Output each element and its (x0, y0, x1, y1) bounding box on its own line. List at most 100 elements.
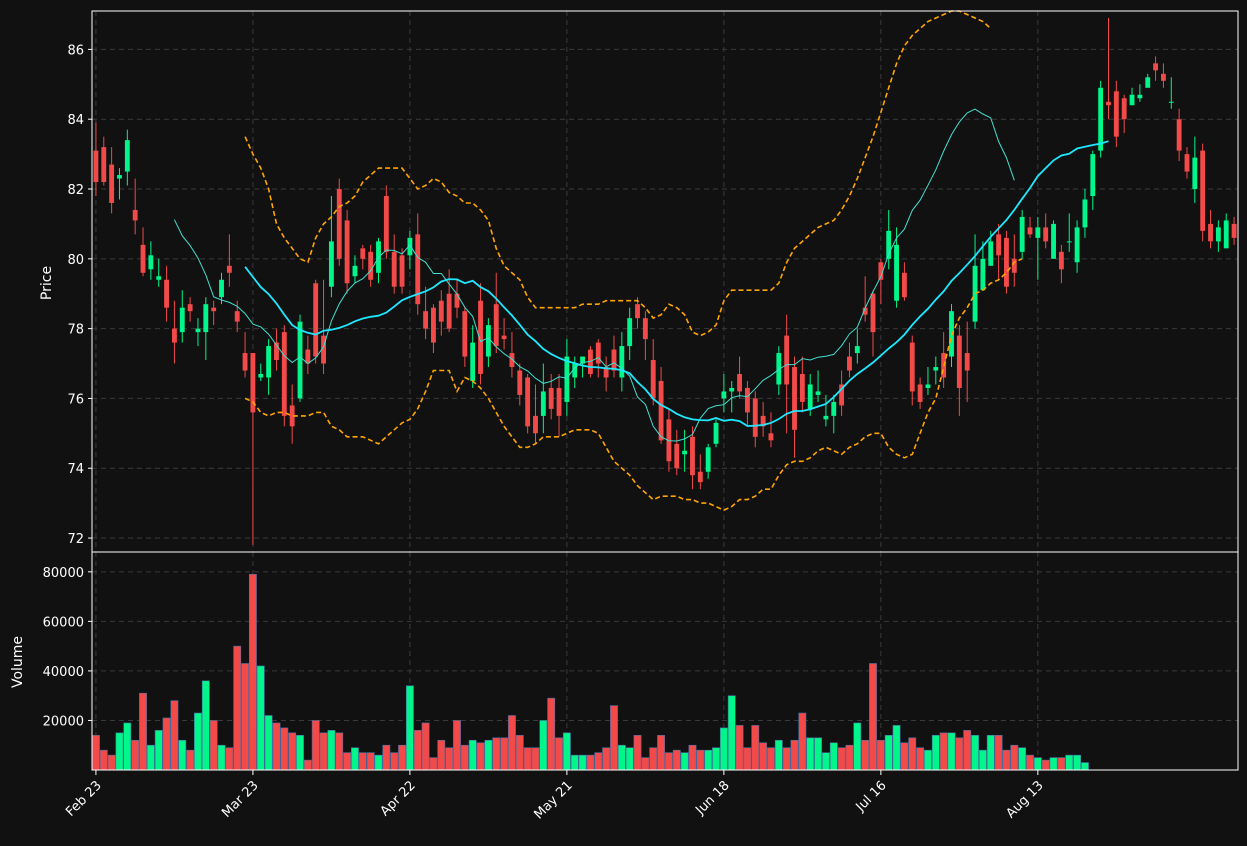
candle-body (996, 234, 1002, 256)
volume-bar (743, 747, 752, 771)
candle-body (760, 415, 766, 427)
volume-bar (217, 744, 226, 771)
volume-bar (382, 744, 391, 771)
candle-body (391, 251, 397, 287)
bollinger-lower-line (244, 258, 1023, 511)
candle-body (815, 391, 821, 395)
volume-bar (814, 737, 822, 771)
volume-bar (170, 700, 179, 771)
candle-body (352, 265, 358, 277)
volume-bar (712, 747, 720, 771)
x-tick-label: May 21 (531, 778, 575, 822)
candle-body (595, 342, 601, 364)
volume-bar (178, 739, 187, 771)
volume-bar (492, 737, 501, 771)
price-tick-label: 74 (67, 462, 84, 477)
volume-bar (892, 725, 901, 771)
candle-body (540, 391, 546, 416)
candle-body (784, 335, 790, 385)
volume-bar (421, 722, 430, 771)
candle-body (658, 380, 664, 441)
volume-bar (335, 732, 344, 771)
price-axis-label: Price (39, 266, 55, 300)
volume-bar (343, 752, 352, 771)
x-tick-label: Feb 23 (63, 778, 105, 820)
candle-body (124, 140, 130, 172)
volume-bar (994, 735, 1003, 771)
candle-body (250, 353, 256, 413)
candle-body (431, 307, 436, 343)
volume-bar (1049, 757, 1058, 771)
candle-body (909, 342, 915, 392)
candle-body (305, 349, 311, 364)
candle-body (485, 325, 491, 357)
candle-body (603, 367, 609, 378)
volume-bar (1041, 759, 1050, 771)
candle-body (242, 353, 248, 371)
volume-bar (249, 573, 257, 771)
price-tick-label: 82 (67, 183, 84, 198)
candle-body (823, 415, 829, 420)
candle-body (1113, 91, 1119, 137)
candle-body (611, 349, 617, 371)
volume-bar (665, 752, 673, 771)
volume-bar (366, 752, 375, 771)
volume-bar (531, 747, 540, 771)
volume-bar (719, 727, 728, 771)
volume-bar (225, 747, 234, 771)
candle-body (1004, 237, 1009, 287)
volume-bar (790, 739, 799, 771)
candle-body (462, 311, 468, 357)
price-tick-label: 76 (67, 392, 84, 407)
price-tick-label: 80 (67, 253, 84, 268)
volume-bar (602, 747, 611, 771)
candle-body (360, 248, 366, 259)
candle-body (635, 304, 640, 319)
price-grid (92, 11, 1238, 552)
candle-body (533, 415, 538, 434)
candle-body (894, 244, 899, 301)
candle-body (525, 377, 531, 427)
candle-body (1090, 154, 1096, 196)
volume-bar (837, 747, 846, 771)
candle-body (1011, 258, 1017, 273)
candle-body (470, 342, 476, 381)
volume-bar (1081, 762, 1089, 771)
candle-body (847, 356, 852, 371)
candle-body (1208, 223, 1213, 242)
candle-body (697, 471, 703, 483)
volume-bar (154, 730, 163, 771)
candle-body (925, 384, 931, 388)
volume-bar (539, 720, 548, 771)
candle-body (1043, 227, 1049, 242)
candle-body (1160, 73, 1166, 81)
volume-bar (413, 730, 422, 771)
candle-body (1066, 241, 1072, 243)
volume-bar (798, 712, 807, 771)
candle-body (752, 398, 758, 437)
volume-bar (986, 735, 995, 771)
candle-body (870, 293, 876, 333)
volume-tick-label: 40000 (43, 665, 84, 680)
candle-body (297, 321, 303, 399)
volume-bar (884, 735, 893, 771)
x-tick-label: Mar 23 (219, 778, 262, 821)
candle-body (548, 387, 554, 409)
volume-bar (296, 735, 304, 771)
candle-body (807, 384, 813, 409)
volume-bar (131, 739, 140, 771)
candle-body (407, 237, 413, 256)
candle-body (493, 304, 499, 347)
volume-bar (1026, 754, 1034, 771)
volume-bar (209, 720, 218, 771)
candle-body (839, 384, 845, 406)
candle-body (203, 304, 209, 333)
candle-body (266, 346, 272, 378)
volume-bar (735, 725, 744, 771)
volume-bar (610, 705, 618, 771)
candle-body (454, 293, 460, 308)
candle-body (792, 367, 797, 430)
volume-bar (194, 712, 202, 771)
candle-body (438, 300, 444, 322)
candle-body (140, 244, 146, 273)
